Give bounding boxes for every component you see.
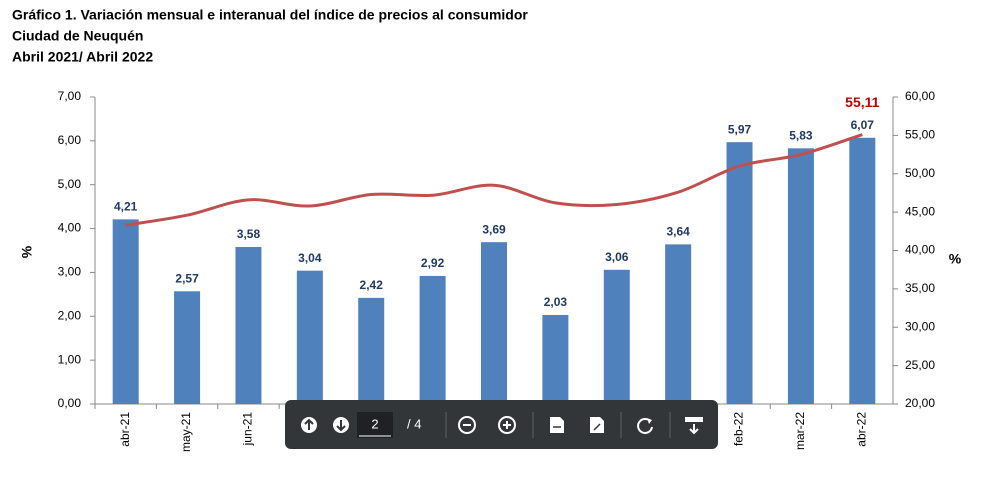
zoom-in-button[interactable] bbox=[498, 416, 516, 434]
y-tick-label: 7,00 bbox=[58, 89, 82, 103]
y2-tick-label: 35,00 bbox=[905, 281, 935, 295]
fit-width-button[interactable] bbox=[550, 417, 564, 433]
y-tick-label: 3,00 bbox=[58, 265, 82, 279]
x-tick-label: abr-22 bbox=[854, 412, 868, 447]
toolbar-bg bbox=[285, 400, 718, 449]
pdf-toolbar: 2 / 4 bbox=[285, 400, 718, 449]
bar-value-label: 6,07 bbox=[851, 118, 875, 132]
x-tick-label: jun-21 bbox=[241, 412, 255, 447]
y2-tick-label: 60,00 bbox=[905, 89, 935, 103]
bar-value-label: 2,57 bbox=[175, 271, 199, 285]
x-tick-label: may-21 bbox=[179, 412, 193, 452]
fit-page-button[interactable] bbox=[590, 417, 604, 433]
bar bbox=[665, 244, 692, 404]
bar-value-label: 5,83 bbox=[789, 128, 813, 142]
y-tick-label: 4,00 bbox=[58, 221, 82, 235]
chart-subtitle: Ciudad de Neuquén bbox=[12, 28, 143, 44]
bar bbox=[726, 142, 753, 404]
bar-value-label: 5,97 bbox=[728, 122, 752, 136]
y-tick-label: 6,00 bbox=[58, 133, 82, 147]
y2-tick-label: 30,00 bbox=[905, 319, 935, 333]
bar bbox=[296, 270, 323, 404]
chart-title: Gráfico 1. Variación mensual e interanua… bbox=[12, 7, 528, 23]
x-tick-label: feb-22 bbox=[732, 412, 746, 446]
line-value-label: 55,11 bbox=[845, 94, 879, 110]
chart-period: Abril 2021/ Abril 2022 bbox=[12, 49, 153, 65]
bar bbox=[603, 269, 630, 404]
plot: 0,001,002,003,004,005,006,007,0020,0025,… bbox=[58, 89, 936, 452]
y-tick-label: 1,00 bbox=[58, 352, 82, 366]
bar bbox=[235, 246, 262, 404]
page-input[interactable] bbox=[357, 412, 393, 438]
x-tick-label: mar-22 bbox=[793, 412, 807, 450]
bar-value-label: 3,58 bbox=[237, 227, 261, 241]
rotate-button[interactable] bbox=[637, 418, 653, 434]
bar bbox=[174, 291, 201, 404]
y-tick-label: 0,00 bbox=[58, 396, 82, 410]
y2-tick-label: 55,00 bbox=[905, 128, 935, 142]
bar-value-label: 4,21 bbox=[114, 200, 138, 214]
download-button[interactable] bbox=[685, 417, 703, 435]
y2-tick-label: 45,00 bbox=[905, 204, 935, 218]
next-page-button[interactable] bbox=[333, 417, 349, 433]
zoom-out-button[interactable] bbox=[458, 416, 476, 434]
y2-tick-label: 25,00 bbox=[905, 358, 935, 372]
bar-value-label: 3,04 bbox=[298, 251, 322, 265]
y2-tick-label: 20,00 bbox=[905, 396, 935, 410]
bar-value-label: 3,64 bbox=[666, 225, 690, 239]
y-tick-label: 5,00 bbox=[58, 177, 82, 191]
bar-value-label: 2,03 bbox=[544, 295, 568, 309]
line bbox=[125, 133, 863, 227]
y2-tick-label: 50,00 bbox=[905, 166, 935, 180]
bar-value-label: 3,69 bbox=[482, 222, 506, 236]
x-tick-label: abr-21 bbox=[118, 412, 132, 447]
bar-value-label: 2,92 bbox=[421, 256, 445, 270]
page-count: / 4 bbox=[407, 416, 421, 431]
page-number: 2 bbox=[371, 416, 378, 431]
bar bbox=[787, 148, 814, 404]
y2-tick-label: 40,00 bbox=[905, 243, 935, 257]
bar bbox=[481, 242, 507, 404]
bar bbox=[849, 137, 876, 404]
bar bbox=[358, 297, 385, 404]
y2-axis-label: % bbox=[949, 251, 962, 267]
bar-value-label: 2,42 bbox=[360, 278, 384, 292]
y-tick-label: 2,00 bbox=[58, 308, 82, 322]
bar bbox=[419, 275, 446, 404]
prev-page-button[interactable] bbox=[301, 417, 317, 433]
bar bbox=[112, 219, 139, 404]
bar bbox=[542, 314, 569, 404]
y-axis-label: % bbox=[19, 245, 35, 258]
bar-value-label: 3,06 bbox=[605, 250, 629, 264]
